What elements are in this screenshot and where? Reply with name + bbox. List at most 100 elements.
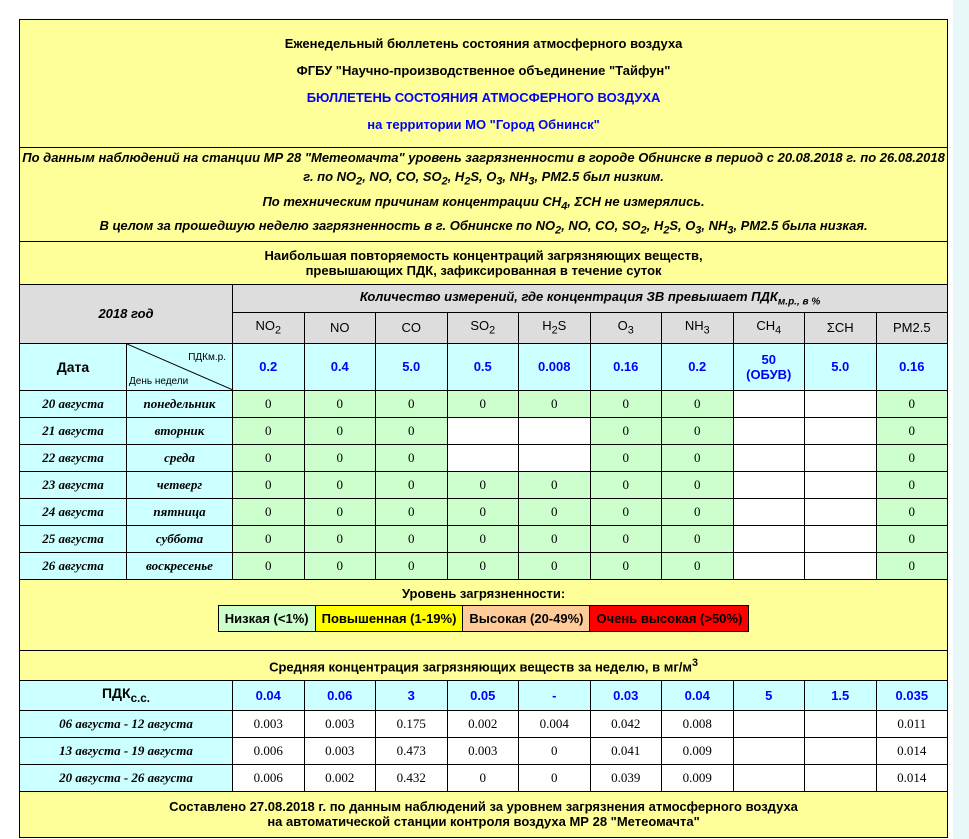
- count-cell: 0: [589, 416, 662, 445]
- avg-cell: 0.011: [875, 709, 949, 738]
- count-cell: 0: [589, 524, 662, 553]
- count-cell: 0: [375, 416, 448, 445]
- count-cell: 0: [589, 443, 662, 472]
- pdk-mr-value: 0.008: [518, 342, 591, 391]
- date-cell: 25 августа: [19, 524, 127, 553]
- pdk-ss-value: -: [518, 679, 591, 711]
- day-row: 26 августа воскресенье 0 0 0 0 0 0 0 0: [19, 551, 949, 580]
- count-cell: 0: [875, 470, 949, 499]
- pdk-ss-value: 0.06: [303, 679, 376, 711]
- avg-cell: 0.039: [589, 763, 662, 792]
- footer: Составлено 27.08.2018 г. по данным наблю…: [18, 790, 949, 838]
- date-label: Дата: [19, 342, 127, 391]
- count-cell: 0: [589, 497, 662, 526]
- count-cell: 0: [232, 524, 305, 553]
- pollutant-header: O3: [589, 311, 662, 344]
- count-cell: 0: [875, 416, 949, 445]
- pdk-mr-value: 0.4: [303, 342, 376, 391]
- pollutant-header: PM2.5: [875, 311, 949, 344]
- count-cell: 0: [446, 470, 519, 499]
- count-cell: [804, 443, 877, 472]
- diagonal-header: ПДКм.р. День недели: [126, 342, 233, 391]
- count-cell: 0: [232, 497, 305, 526]
- count-cell: 0: [875, 551, 949, 580]
- day-row: 24 августа пятница 0 0 0 0 0 0 0 0: [19, 497, 949, 526]
- pdk-mr-value: 0.16: [875, 342, 949, 391]
- weekday-cell: вторник: [126, 416, 233, 445]
- pollutant-header: H2S: [518, 311, 591, 344]
- count-cell: [446, 443, 519, 472]
- pdk-mr-value: 0.5: [446, 342, 519, 391]
- week-row: 06 августа - 12 августа 0.003 0.003 0.175 0.…: [19, 709, 949, 738]
- scrollbar[interactable]: [953, 0, 969, 839]
- bulletin-table: Еженедельный бюллетень состояния атмосфе…: [18, 19, 949, 838]
- count-cell: [804, 470, 877, 499]
- pdk-ss-value: 0.04: [661, 679, 734, 711]
- avg-cell: [732, 709, 805, 738]
- count-cell: 0: [303, 497, 376, 526]
- bulletin-subtitle: на территории МО "Город Обнинск": [367, 116, 600, 132]
- pollutant-header: NO2: [232, 311, 305, 344]
- count-cell: 0: [661, 524, 734, 553]
- count-cell: 0: [661, 389, 734, 418]
- count-cell: 0: [875, 443, 949, 472]
- weekday-cell: пятница: [126, 497, 233, 526]
- count-cell: [732, 416, 805, 445]
- avg-cell: 0.041: [589, 736, 662, 765]
- bulletin-header: Еженедельный бюллетень состояния атмосфе…: [18, 19, 949, 148]
- count-cell: 0: [518, 389, 591, 418]
- avg-cell: 0.003: [303, 709, 376, 738]
- count-cell: [518, 443, 591, 472]
- date-cell: 23 августа: [19, 470, 127, 499]
- avg-cell: [732, 736, 805, 765]
- count-cell: 0: [446, 524, 519, 553]
- avg-cell: 0: [518, 736, 591, 765]
- count-cell: 0: [375, 497, 448, 526]
- avg-cell: 0: [446, 763, 519, 792]
- avg-cell: [804, 736, 877, 765]
- day-row: 20 августа понедельник 0 0 0 0 0 0 0 0: [19, 389, 949, 418]
- count-cell: 0: [661, 551, 734, 580]
- pollutant-header: CO: [375, 311, 448, 344]
- avg-cell: 0.003: [232, 709, 305, 738]
- count-cell: 0: [518, 551, 591, 580]
- count-cell: 0: [375, 470, 448, 499]
- weekday-cell: среда: [126, 443, 233, 472]
- count-cell: [804, 497, 877, 526]
- count-cell: 0: [661, 470, 734, 499]
- legend-item: Низкая (<1%): [218, 605, 316, 631]
- count-cell: 0: [232, 551, 305, 580]
- count-cell: [732, 470, 805, 499]
- count-cell: 0: [661, 497, 734, 526]
- count-cell: 0: [589, 470, 662, 499]
- avg-cell: 0.003: [303, 736, 376, 765]
- count-cell: 0: [375, 443, 448, 472]
- pdk-ss-value: 5: [732, 679, 805, 711]
- week-row: 13 августа - 19 августа 0.006 0.003 0.473 0.…: [19, 736, 949, 765]
- pdk-ss-label: ПДКс.с.: [19, 679, 233, 711]
- header-line: Еженедельный бюллетень состояния атмосфе…: [284, 35, 683, 51]
- count-cell: 0: [518, 470, 591, 499]
- avg-cell: 0.473: [375, 736, 448, 765]
- pdk-mr-value: 50 (ОБУВ): [732, 342, 805, 391]
- count-cell: [804, 524, 877, 553]
- count-cell: 0: [303, 551, 376, 580]
- pollutant-header: CH4: [732, 311, 805, 344]
- avg-cell: 0.002: [303, 763, 376, 792]
- avg-cell: 0: [518, 763, 591, 792]
- count-cell: 0: [446, 389, 519, 418]
- pdk-ss-value: 0.04: [232, 679, 305, 711]
- count-cell: [804, 416, 877, 445]
- count-cell: 0: [303, 470, 376, 499]
- count-cell: 0: [661, 443, 734, 472]
- count-cell: 0: [375, 389, 448, 418]
- week-period: 06 августа - 12 августа: [19, 709, 233, 738]
- pdk-mr-value: 5.0: [804, 342, 877, 391]
- count-cell: [518, 416, 591, 445]
- section1-title: Наибольшая повторяемость концентраций за…: [18, 240, 949, 285]
- avg-cell: 0.175: [375, 709, 448, 738]
- avg-cell: 0.009: [661, 763, 734, 792]
- year-label: 2018 год: [19, 283, 233, 344]
- pdk-ss-value: 0.035: [875, 679, 949, 711]
- pdk-mr-value: 0.2: [661, 342, 734, 391]
